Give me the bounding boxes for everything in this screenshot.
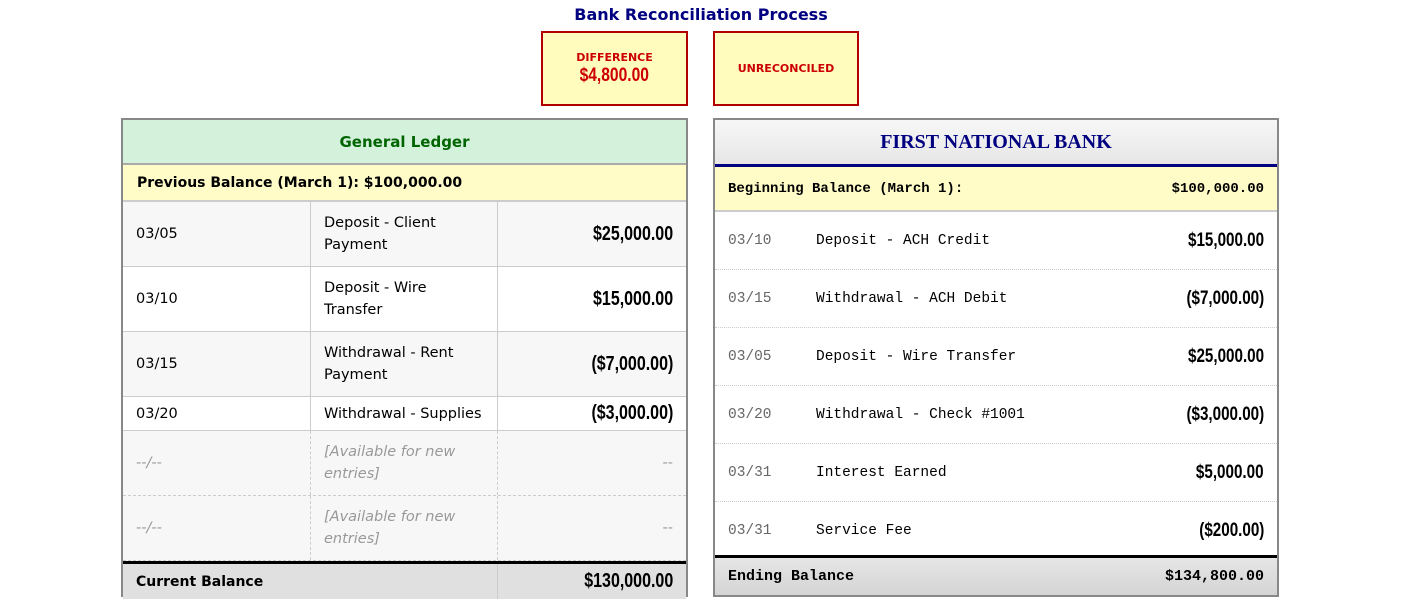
ledger-empty-amount: -- <box>662 520 673 536</box>
ledger-empty-date: --/-- <box>123 431 311 495</box>
ledger-empty-row[interactable]: --/-- [Available for new entries] -- <box>123 431 686 496</box>
bank-row[interactable]: 03/10 Deposit - ACH Credit $15,000.00 <box>715 212 1277 270</box>
ledger-row[interactable]: 03/20 Withdrawal - Supplies ($3,000.00) <box>123 397 686 431</box>
ledger-empty-description: [Available for new entries] <box>311 431 498 495</box>
ledger-row[interactable]: 03/05 Deposit - Client Payment $25,000.0… <box>123 202 686 267</box>
difference-value: $4,800.00 <box>579 64 650 86</box>
ledger-description: Withdrawal - Supplies <box>311 397 498 430</box>
ledger-footer-label: Current Balance <box>123 564 498 599</box>
general-ledger-table: General Ledger Previous Balance (March 1… <box>121 118 688 599</box>
ledger-previous-balance: Previous Balance (March 1): $100,000.00 <box>123 165 686 202</box>
ledger-date: 03/20 <box>123 397 311 430</box>
bank-amount: ($7,000.00) <box>1186 287 1264 309</box>
bank-footer: Ending Balance $134,800.00 <box>715 555 1277 595</box>
bank-description: Service Fee <box>816 522 912 539</box>
page-title: Bank Reconciliation Process <box>574 5 828 24</box>
bank-title: FIRST NATIONAL BANK <box>715 120 1277 167</box>
ledger-row[interactable]: 03/10 Deposit - Wire Transfer $15,000.00 <box>123 267 686 332</box>
ledger-empty-row[interactable]: --/-- [Available for new entries] -- <box>123 496 686 561</box>
ledger-date: 03/05 <box>123 202 311 266</box>
bank-row[interactable]: 03/31 Service Fee ($200.00) <box>715 502 1277 560</box>
bank-footer-value: $134,800.00 <box>1164 568 1264 585</box>
reconciliation-status-badge: UNRECONCILED <box>713 31 859 106</box>
bank-amount: $25,000.00 <box>1187 345 1264 367</box>
ledger-amount-cell: ($3,000.00) <box>498 397 686 430</box>
bank-row[interactable]: 03/31 Interest Earned $5,000.00 <box>715 444 1277 502</box>
ledger-amount-cell: $25,000.00 <box>498 202 686 266</box>
ledger-row[interactable]: 03/15 Withdrawal - Rent Payment ($7,000.… <box>123 332 686 397</box>
difference-label: DIFFERENCE <box>576 50 653 64</box>
status-label: UNRECONCILED <box>737 62 835 75</box>
ledger-empty-date: --/-- <box>123 496 311 560</box>
bank-date: 03/31 <box>728 522 772 539</box>
ledger-amount-cell: ($7,000.00) <box>498 332 686 396</box>
bank-amount: ($200.00) <box>1198 519 1264 541</box>
ledger-footer-cell: $130,000.00 <box>498 564 686 599</box>
beginning-label: Beginning Balance (March 1): <box>728 180 964 197</box>
ledger-description: Withdrawal - Rent Payment <box>311 332 498 396</box>
bank-date: 03/31 <box>728 464 772 481</box>
bank-description: Deposit - ACH Credit <box>816 232 991 249</box>
bank-row[interactable]: 03/20 Withdrawal - Check #1001 ($3,000.0… <box>715 386 1277 444</box>
ledger-amount: ($7,000.00) <box>591 352 673 375</box>
bank-footer-label: Ending Balance <box>728 568 855 585</box>
ledger-amount-cell: $15,000.00 <box>498 267 686 331</box>
bank-date: 03/10 <box>728 232 772 249</box>
ledger-description: Deposit - Wire Transfer <box>311 267 498 331</box>
bank-description: Withdrawal - Check #1001 <box>816 406 1025 423</box>
ledger-title: General Ledger <box>123 120 686 165</box>
bank-amount: $15,000.00 <box>1187 229 1264 251</box>
ledger-footer-value: $130,000.00 <box>584 570 673 592</box>
bank-amount: ($3,000.00) <box>1186 403 1264 425</box>
ledger-empty-description: [Available for new entries] <box>311 496 498 560</box>
ledger-amount: $15,000.00 <box>592 287 673 310</box>
difference-badge: DIFFERENCE $4,800.00 <box>541 31 688 106</box>
bank-amount: $5,000.00 <box>1196 461 1264 483</box>
bank-description: Deposit - Wire Transfer <box>816 348 1017 365</box>
ledger-footer: Current Balance $130,000.00 <box>123 561 686 599</box>
ledger-date: 03/15 <box>123 332 311 396</box>
bank-date: 03/20 <box>728 406 772 423</box>
bank-statement-table: FIRST NATIONAL BANK Beginning Balance (M… <box>713 118 1279 597</box>
ledger-empty-amount: -- <box>662 455 673 471</box>
bank-description: Withdrawal - ACH Debit <box>816 290 1008 307</box>
ledger-date: 03/10 <box>123 267 311 331</box>
ledger-amount: $25,000.00 <box>592 222 673 245</box>
bank-date: 03/05 <box>728 348 772 365</box>
bank-date: 03/15 <box>728 290 772 307</box>
beginning-value: $100,000.00 <box>1171 180 1264 197</box>
bank-row[interactable]: 03/15 Withdrawal - ACH Debit ($7,000.00) <box>715 270 1277 328</box>
bank-beginning-balance: Beginning Balance (March 1): $100,000.00 <box>715 167 1277 212</box>
bank-row[interactable]: 03/05 Deposit - Wire Transfer $25,000.00 <box>715 328 1277 386</box>
ledger-description: Deposit - Client Payment <box>311 202 498 266</box>
ledger-amount: ($3,000.00) <box>591 402 673 424</box>
bank-description: Interest Earned <box>816 464 947 481</box>
